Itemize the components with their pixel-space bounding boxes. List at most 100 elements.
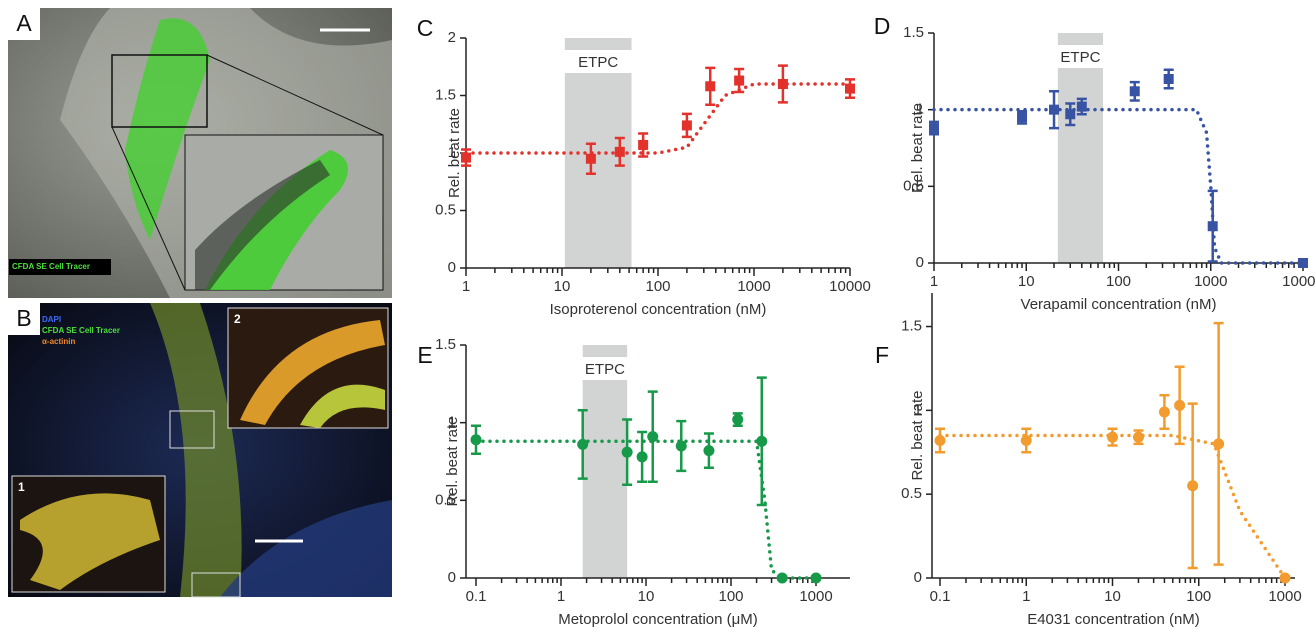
- x-axis-label: Metoprolol concentration (μM): [558, 611, 758, 628]
- point: [675, 440, 687, 452]
- x-tick-label: 1: [930, 273, 938, 290]
- point: [638, 139, 649, 150]
- label-bg: [9, 259, 111, 275]
- zoom-box: [169, 410, 215, 449]
- point: [577, 438, 589, 450]
- image-b: B DAPI CFDA SE Cell Tracer α-actinin 1 2: [8, 303, 392, 598]
- point: [1049, 104, 1060, 115]
- point: [461, 152, 471, 163]
- point: [1132, 431, 1144, 443]
- zoom-line: [111, 126, 186, 291]
- x-tick-label: 100: [645, 278, 670, 295]
- y-tick-label: 0: [448, 259, 456, 276]
- y-axis-label: Rel. beat rate: [444, 416, 461, 506]
- point: [756, 435, 768, 447]
- band-label: ETPC: [1060, 49, 1100, 66]
- point: [647, 431, 659, 443]
- x-tick-label: 1: [557, 588, 565, 605]
- zoom-box: [111, 54, 208, 128]
- x-tick-label: 100: [1106, 273, 1131, 290]
- letter-box: [8, 303, 40, 335]
- image-a: A CFDA SE Cell Tracer: [8, 8, 392, 298]
- inset-cells: [240, 320, 385, 425]
- fit-line: [474, 439, 818, 580]
- y-tick-label: 1.5: [435, 336, 456, 353]
- point: [845, 83, 855, 94]
- y-tick-label: 1: [448, 144, 456, 161]
- x-tick-label: 10: [638, 588, 655, 605]
- zoom-line: [206, 54, 384, 136]
- point: [1076, 101, 1087, 112]
- point: [732, 414, 744, 426]
- point: [810, 572, 822, 584]
- point: [777, 79, 788, 89]
- x-tick-label: 1: [1022, 588, 1030, 605]
- band: [564, 73, 632, 268]
- panel-letter: F: [875, 342, 889, 368]
- point: [1158, 406, 1170, 418]
- panel-letter: E: [417, 342, 432, 368]
- band: [1057, 68, 1104, 263]
- fit-line: [938, 433, 1287, 580]
- y-tick-label: 0: [448, 569, 456, 586]
- y-tick-label: 1: [916, 101, 924, 118]
- y-tick-label: 0.5: [903, 177, 924, 194]
- y-tick-label: 1: [448, 414, 456, 431]
- x-axis-label: Isoproterenol concentration (nM): [550, 301, 767, 318]
- band: [582, 380, 628, 578]
- x-tick-label: 1: [462, 278, 470, 295]
- point: [734, 75, 745, 86]
- point: [1207, 221, 1218, 232]
- fit-line: [932, 107, 1305, 265]
- band-top: [582, 345, 628, 357]
- image-label: α-actinin: [42, 337, 75, 346]
- band-label: ETPC: [585, 361, 625, 378]
- x-axis-label: Verapamil concentration (nM): [1021, 296, 1217, 313]
- point: [1279, 572, 1291, 584]
- x-tick-label: 1000: [737, 278, 770, 295]
- y-axis-label: Rel. beat rate: [446, 108, 463, 198]
- point: [934, 435, 946, 447]
- x-tick-label: 10000: [829, 278, 871, 295]
- inset-cells: [300, 384, 385, 428]
- point: [470, 434, 482, 446]
- point: [703, 445, 715, 457]
- letter-box: [8, 8, 40, 40]
- point: [1017, 112, 1028, 123]
- y-tick-label: 2: [448, 29, 456, 46]
- point: [705, 81, 716, 92]
- green-cells: [125, 18, 210, 241]
- y-tick-label: 1.5: [901, 317, 922, 334]
- chart: 0 0.5 1 1.5 0.1 1 10 100 1000 E4031 concentration…: [875, 293, 1302, 628]
- x-tick-label: 10000: [1282, 273, 1316, 290]
- x-tick-label: 10: [1104, 588, 1121, 605]
- inset-dark: [195, 160, 330, 290]
- point: [1213, 438, 1225, 450]
- chart: ETPC 0 0.5 1 1.5 2 1 10 100 1000 10000 Isoprotereno…: [417, 15, 871, 318]
- point: [681, 120, 692, 131]
- point: [776, 572, 788, 584]
- chart: ETPC 0 0.5 1 1.5 1 10 100 1000 10000 Verapamil con…: [874, 13, 1316, 313]
- point: [1174, 399, 1186, 411]
- y-tick-label: 1: [914, 401, 922, 418]
- y-tick-label: 0: [914, 569, 922, 586]
- point: [1187, 480, 1199, 492]
- band-label: ETPC: [578, 54, 618, 71]
- point: [1298, 258, 1308, 268]
- inset-number: 2: [234, 312, 241, 326]
- panel-letter: C: [417, 15, 434, 41]
- band-top: [1057, 33, 1104, 45]
- point: [1065, 109, 1076, 120]
- y-axis-label: Rel. beat rate: [909, 103, 926, 193]
- x-tick-label: 1000: [1194, 273, 1227, 290]
- point: [614, 146, 625, 157]
- point: [1129, 86, 1140, 97]
- x-axis-label: E4031 concentration (nM): [1027, 611, 1200, 628]
- point: [1107, 431, 1118, 443]
- y-tick-label: 0.5: [435, 491, 456, 508]
- fit-line: [464, 82, 852, 155]
- inset-number: 1: [18, 480, 25, 494]
- x-tick-label: 10: [1018, 273, 1035, 290]
- y-axis-label: Rel. beat rate: [909, 390, 926, 480]
